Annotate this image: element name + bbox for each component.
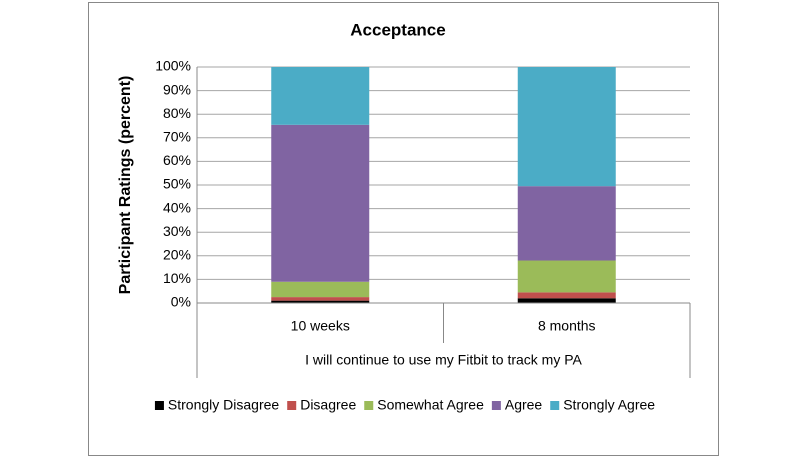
legend-swatch xyxy=(364,401,374,410)
legend-swatch xyxy=(550,401,560,410)
y-tick-label: 0% xyxy=(171,294,191,310)
y-tick-label: 40% xyxy=(163,199,191,215)
legend-swatch xyxy=(491,401,501,410)
bar-segment xyxy=(517,67,616,187)
bar-segment xyxy=(517,298,616,303)
y-tick-label: 10% xyxy=(163,270,191,286)
group-label: I will continue to use my Fitbit to trac… xyxy=(305,352,582,368)
legend-label: Strongly Disagree xyxy=(168,397,279,413)
legend-label: Disagree xyxy=(300,397,356,413)
y-tick-label: 90% xyxy=(163,81,191,97)
y-tick-label: 60% xyxy=(163,152,191,168)
y-tick-label: 100% xyxy=(155,58,191,74)
bar-segment xyxy=(271,67,370,125)
y-tick-label: 80% xyxy=(163,105,191,121)
y-axis-label: Participant Ratings (percent) xyxy=(117,76,134,295)
legend-label: Agree xyxy=(505,397,543,413)
legend-label: Strongly Agree xyxy=(563,397,655,413)
y-tick-label: 20% xyxy=(163,247,191,263)
y-tick-label: 50% xyxy=(163,176,191,192)
y-tick-label: 70% xyxy=(163,129,191,145)
chart-title: Acceptance xyxy=(350,20,445,39)
y-tick-label: 30% xyxy=(163,223,191,239)
bar-segment xyxy=(271,124,370,282)
bar-segment xyxy=(271,300,370,303)
bar-segment xyxy=(517,260,616,293)
x-tick-label: 10 weeks xyxy=(291,318,350,334)
bar-segment xyxy=(517,186,616,261)
legend-label: Somewhat Agree xyxy=(377,397,484,413)
legend-swatch xyxy=(287,401,297,410)
x-tick-label: 8 months xyxy=(538,318,596,334)
bar-segment xyxy=(271,281,370,298)
bar-segment xyxy=(271,297,370,301)
bar-segment xyxy=(517,292,616,299)
legend-swatch xyxy=(154,401,164,410)
